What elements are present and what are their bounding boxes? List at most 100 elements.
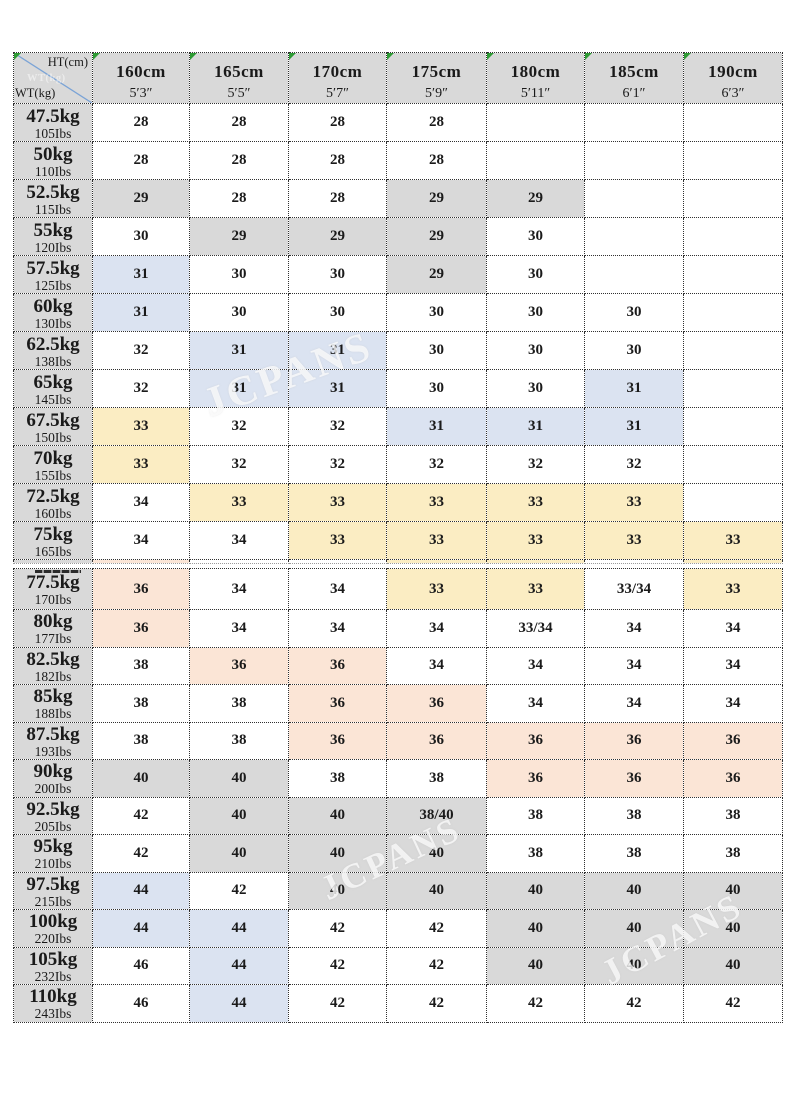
weight-label-cell: 47.5kg 105Ibs <box>13 103 93 142</box>
size-cell: 34 <box>386 646 487 685</box>
size-cell: 42 <box>189 871 289 910</box>
weight-kg: 65kg <box>33 372 73 393</box>
size-cell: 42 <box>486 984 585 1023</box>
weight-label-cell: 52.5kg 115Ibs <box>13 179 93 218</box>
weight-lbs: 243Ibs <box>34 1006 72 1022</box>
header-cell-180cm: 180cm 5′11″ <box>486 52 585 104</box>
height-cm-label: 170cm <box>312 61 363 81</box>
weight-lbs: 188Ibs <box>34 706 72 722</box>
size-cell: 40 <box>189 759 289 798</box>
corner-weight-label: WT(kg) <box>15 86 56 100</box>
size-cell: 44 <box>92 871 190 910</box>
size-cell: 42 <box>288 909 387 948</box>
weight-lbs: 232Ibs <box>34 968 72 984</box>
size-cell: 30 <box>288 293 387 332</box>
size-cell <box>683 369 783 408</box>
weight-lbs: 110Ibs <box>34 164 72 179</box>
height-cm-label: 180cm <box>510 61 561 81</box>
size-cell: 36 <box>386 721 487 760</box>
size-cell: 31 <box>288 331 387 370</box>
size-cell: 30 <box>189 293 289 332</box>
size-cell: 29 <box>386 255 487 294</box>
size-cell: 36 <box>584 721 684 760</box>
size-cell: 44 <box>92 909 190 948</box>
size-cell: 30 <box>486 255 585 294</box>
weight-kg: 55kg <box>33 220 73 241</box>
size-cell: 31 <box>486 407 585 446</box>
size-cell <box>683 293 783 332</box>
weight-lbs: 115Ibs <box>34 202 72 217</box>
table-row: 105kg 232Ibs 46 44 42 42 40 40 40 <box>13 946 783 985</box>
size-cell <box>683 483 783 522</box>
weight-label-cell: 75kg 165Ibs <box>13 521 93 560</box>
size-cell: 31 <box>584 369 684 408</box>
weight-kg: 47.5kg <box>26 106 80 127</box>
size-cell: 42 <box>92 834 190 873</box>
size-cell: 30 <box>486 293 585 332</box>
cropped-cell <box>288 559 387 564</box>
weight-kg: 57.5kg <box>26 258 80 279</box>
size-cell: 38 <box>486 834 585 873</box>
size-cell <box>584 217 684 256</box>
weight-lbs: 215Ibs <box>34 893 72 909</box>
size-cell: 38 <box>386 759 487 798</box>
size-cell: 29 <box>486 179 585 218</box>
size-cell: 38 <box>683 796 783 835</box>
size-cell: 28 <box>386 103 487 142</box>
size-cell: 38 <box>92 684 190 723</box>
size-cell: 38 <box>584 796 684 835</box>
weight-label-cell: 50kg 110Ibs <box>13 141 93 180</box>
size-cell: 32 <box>189 407 289 446</box>
size-cell: 28 <box>189 103 289 142</box>
table-row: 67.5kg 150Ibs 33 32 32 31 31 31 <box>13 407 783 446</box>
size-cell: 33 <box>92 407 190 446</box>
weight-kg: 52.5kg <box>26 182 80 203</box>
size-cell: 36 <box>486 721 585 760</box>
weight-lbs: 177Ibs <box>34 631 72 647</box>
height-ft-label: 5′3″ <box>129 85 153 101</box>
size-cell: 32 <box>288 445 387 484</box>
size-cell: 40 <box>189 834 289 873</box>
weight-label-cell: 67.5kg 150Ibs <box>13 407 93 446</box>
cropped-cell <box>92 559 190 564</box>
size-cell <box>683 407 783 446</box>
height-cm-label: 185cm <box>609 61 659 81</box>
size-chart-upper-table: WT(kg) HT(cm) WT(kg) 160cm 5′3″ 165cm 5′5″ 170c… <box>13 52 783 564</box>
size-cell: 38 <box>584 834 684 873</box>
size-cell: 30 <box>92 217 190 256</box>
weight-kg: 90kg <box>33 761 73 783</box>
size-cell: 28 <box>189 179 289 218</box>
table-row: 72.5kg 160Ibs 34 33 33 33 33 33 <box>13 483 783 522</box>
size-cell: 34 <box>189 568 289 610</box>
size-cell <box>584 255 684 294</box>
header-row: WT(kg) HT(cm) WT(kg) 160cm 5′3″ 165cm 5′5″ 170c… <box>13 52 783 104</box>
size-cell: 34 <box>584 684 684 723</box>
table-row: 100kg 220Ibs 44 44 42 42 40 40 40 <box>13 909 783 948</box>
height-cm-label: 175cm <box>411 61 462 81</box>
size-cell: 31 <box>584 407 684 446</box>
size-chart-lower-table: 77.5kg 170Ibs 36 34 34 33 33 33/34 33 80kg 177Ibs 3… <box>13 568 783 1023</box>
size-cell: 42 <box>92 796 190 835</box>
weight-kg: 60kg <box>33 296 73 317</box>
size-cell: 29 <box>189 217 289 256</box>
height-ft-label: 5′11″ <box>520 85 551 101</box>
weight-lbs: 205Ibs <box>34 818 72 834</box>
size-cell: 44 <box>189 984 289 1023</box>
weight-kg: 50kg <box>33 144 73 165</box>
size-cell <box>683 141 783 180</box>
size-cell: 29 <box>92 179 190 218</box>
size-cell: 40 <box>288 871 387 910</box>
size-cell: 34 <box>584 646 684 685</box>
weight-label-cell: 57.5kg 125Ibs <box>13 255 93 294</box>
size-cell: 31 <box>92 293 190 332</box>
size-cell: 36 <box>584 759 684 798</box>
size-cell: 32 <box>288 407 387 446</box>
header-cell-190cm: 190cm 6′3″ <box>683 52 783 104</box>
size-cell: 28 <box>288 179 387 218</box>
weight-lbs: 200Ibs <box>34 781 72 797</box>
height-ft-label: 6′1″ <box>622 85 646 101</box>
table-row: 70kg 155Ibs 33 32 32 32 32 32 <box>13 445 783 484</box>
green-corner-triangle-icon <box>289 53 296 60</box>
size-cell: 40 <box>683 909 783 948</box>
weight-kg: 77.5kg <box>26 572 80 593</box>
